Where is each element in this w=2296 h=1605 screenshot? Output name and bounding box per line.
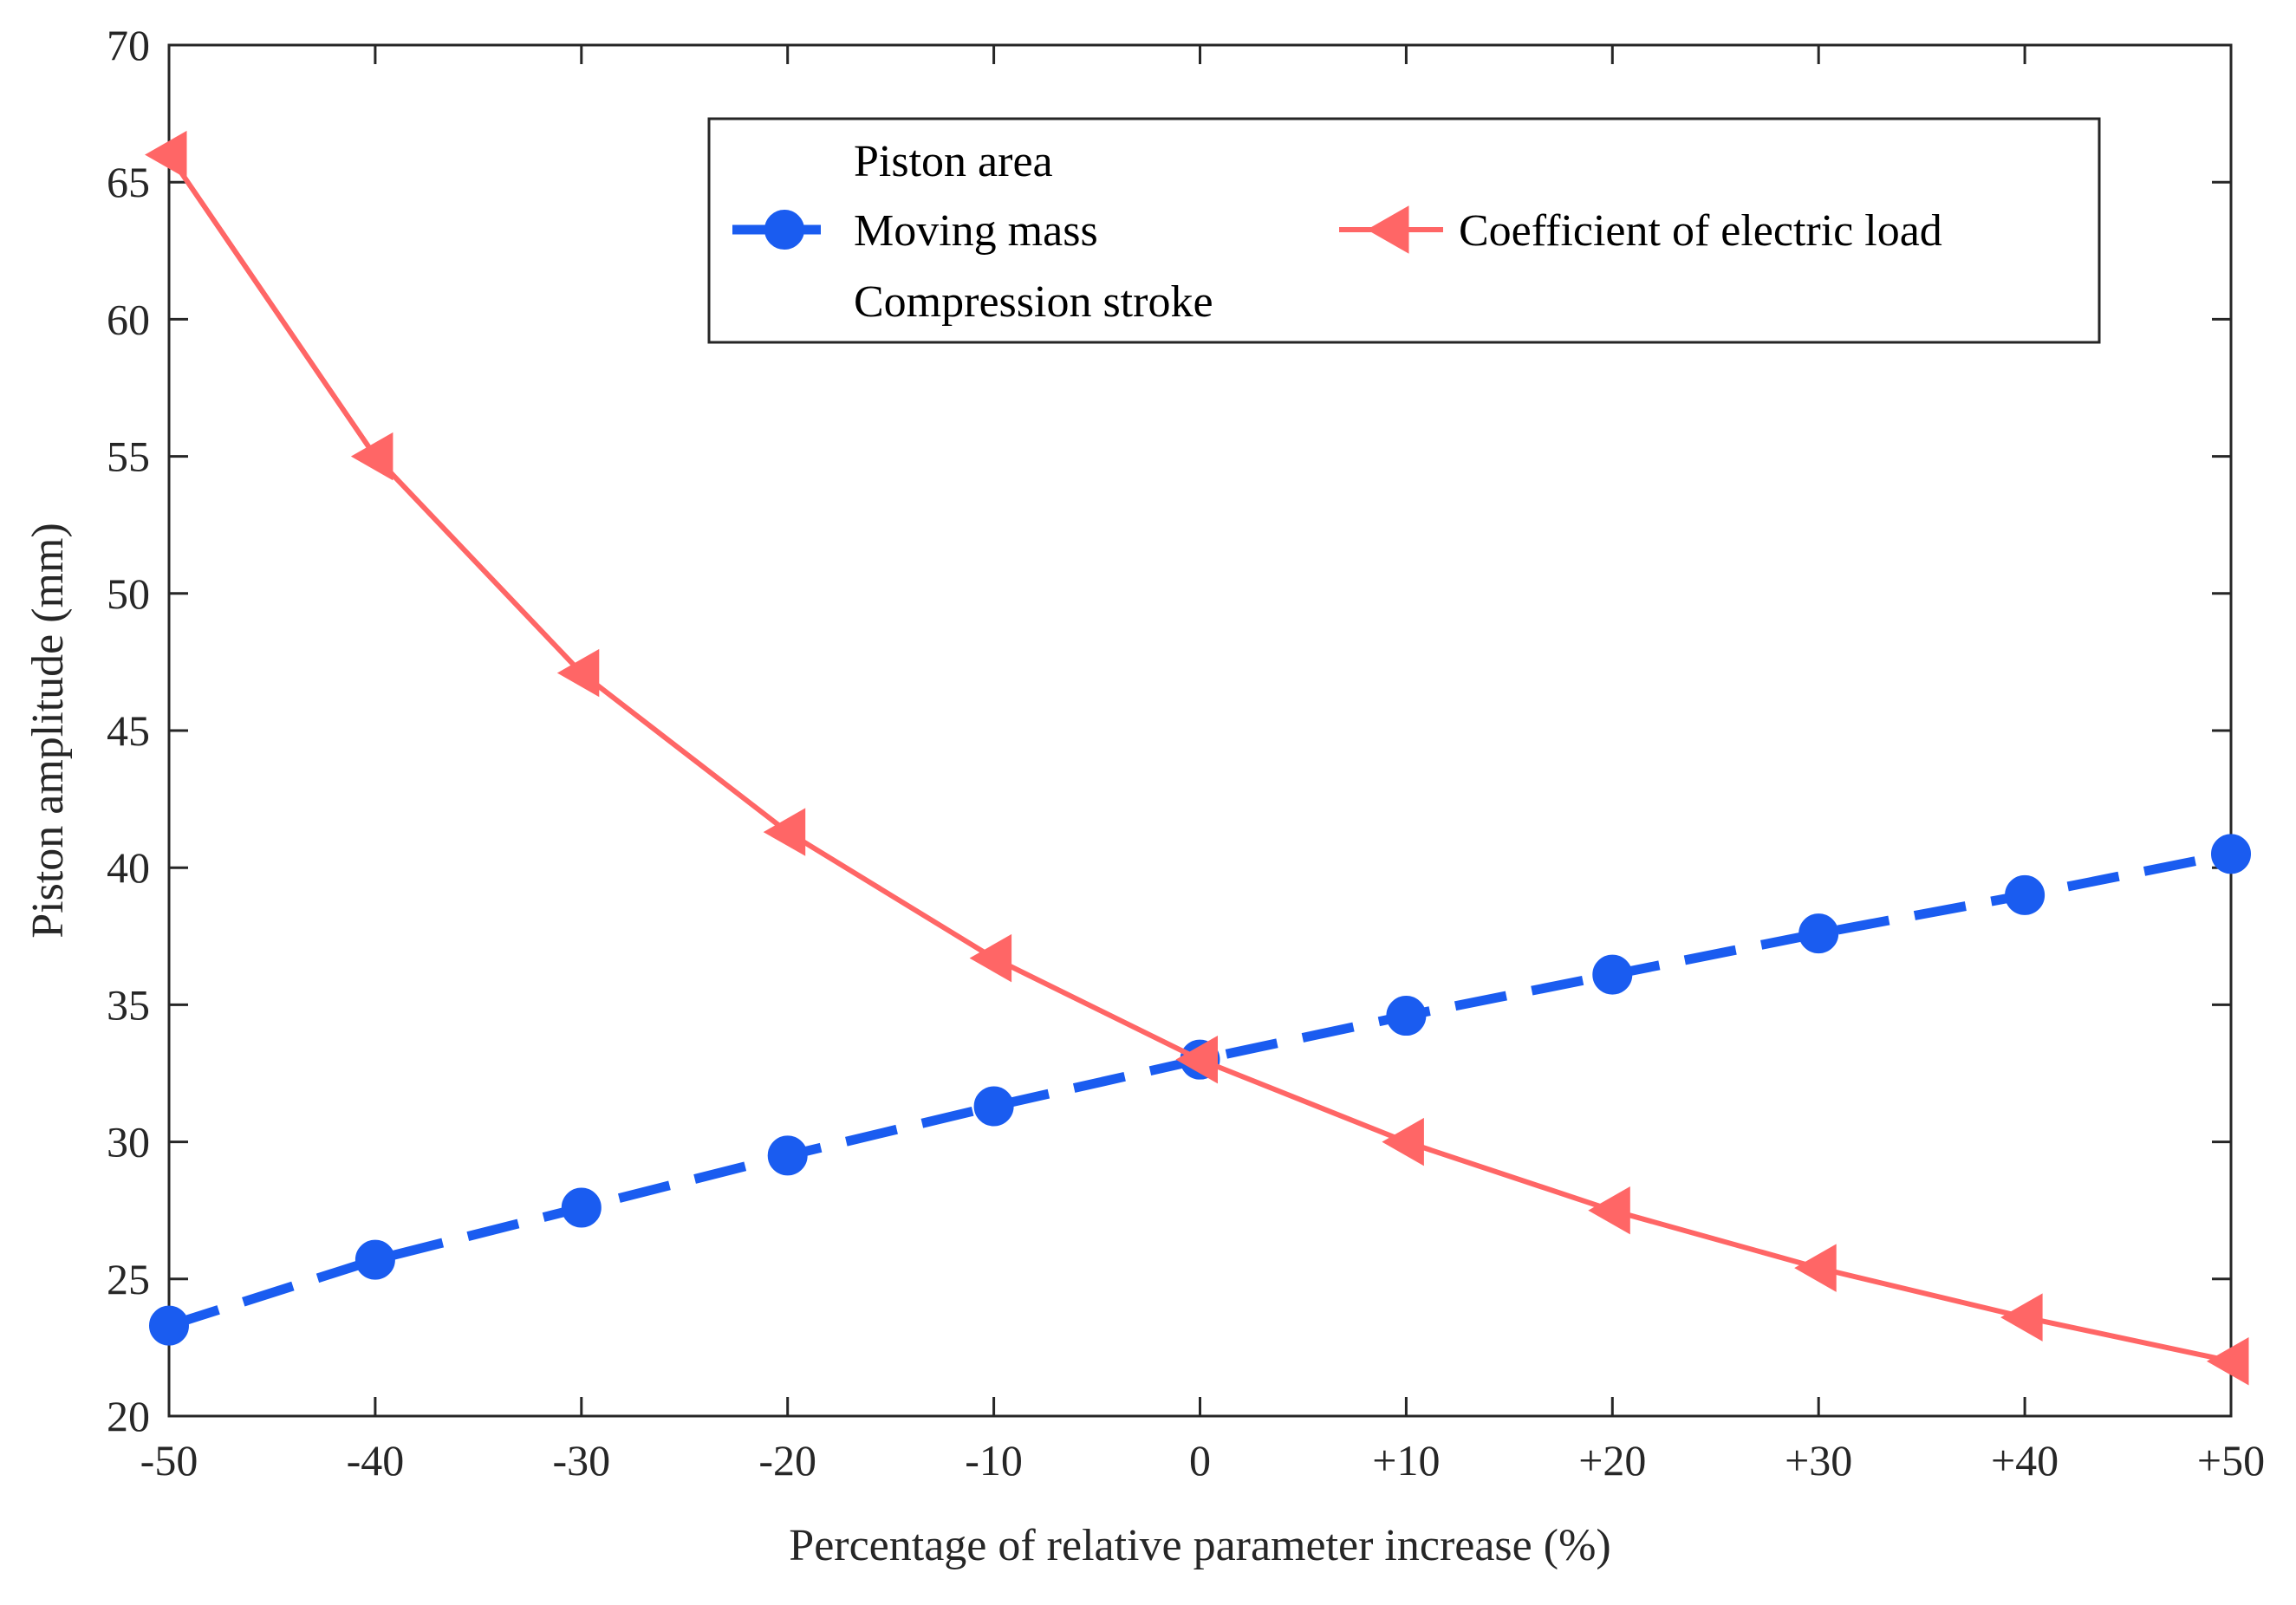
y-axis: 20 25 30 35 40 45 50 55 60 65 70 <box>107 21 2231 1440</box>
data-point-moving-mass <box>149 1305 189 1346</box>
x-tick-label: +40 <box>1991 1436 2059 1485</box>
series-layer <box>144 130 2251 1386</box>
legend-swatch-marker <box>764 210 804 250</box>
y-tick-label: 55 <box>107 432 150 481</box>
data-point-coefficient-of-electric-load <box>144 130 187 179</box>
x-tick-label: +20 <box>1578 1436 1646 1485</box>
y-axis-label: Piston amplitude (mm) <box>23 523 73 939</box>
data-point-moving-mass <box>2211 834 2251 874</box>
y-tick-label: 45 <box>107 706 150 755</box>
x-tick-label: +30 <box>1785 1436 1852 1485</box>
x-axis-label: Percentage of relative parameter increas… <box>789 1521 1610 1570</box>
data-point-coefficient-of-electric-load <box>2000 1293 2043 1342</box>
legend-entry-moving-mass: Moving mass <box>732 206 1098 256</box>
y-tick-label: 20 <box>107 1392 150 1440</box>
legend-swatch-marker <box>1366 205 1409 254</box>
y-tick-label: 40 <box>107 843 150 892</box>
data-point-moving-mass <box>1798 913 1839 954</box>
data-point-coefficient-of-electric-load <box>350 432 394 481</box>
data-point-moving-mass <box>2005 874 2046 915</box>
x-tick-label: -30 <box>552 1436 610 1485</box>
legend-entry-compression-stroke: Compression stroke <box>854 277 1213 327</box>
data-point-coefficient-of-electric-load <box>1588 1186 1630 1235</box>
data-point-moving-mass <box>561 1187 602 1228</box>
x-tick-label: 0 <box>1189 1436 1211 1485</box>
data-point-coefficient-of-electric-load <box>1382 1117 1424 1166</box>
legend: Piston area Moving mass Compression stroke… <box>707 117 2101 344</box>
data-point-moving-mass <box>1592 954 1633 995</box>
y-tick-label: 35 <box>107 980 150 1029</box>
series-moving-mass <box>149 834 2251 1346</box>
data-point-moving-mass <box>354 1239 395 1280</box>
legend-entry-piston-area: Piston area <box>854 137 1053 186</box>
data-point-coefficient-of-electric-load <box>2206 1336 2249 1386</box>
data-point-coefficient-of-electric-load <box>556 648 600 698</box>
data-point-moving-mass <box>1386 996 1427 1036</box>
y-tick-label: 70 <box>107 21 150 69</box>
x-tick-label: +10 <box>1372 1436 1440 1485</box>
y-tick-label: 50 <box>107 569 150 618</box>
x-tick-label: -40 <box>347 1436 405 1485</box>
data-point-moving-mass <box>767 1135 808 1176</box>
legend-label: Compression stroke <box>854 277 1213 327</box>
x-tick-label: -10 <box>965 1436 1023 1485</box>
data-point-coefficient-of-electric-load <box>1175 1035 1218 1084</box>
y-tick-label: 30 <box>107 1118 150 1166</box>
data-point-coefficient-of-electric-load <box>763 808 806 856</box>
y-tick-label: 60 <box>107 295 150 343</box>
x-tick-label: -20 <box>758 1436 816 1485</box>
legend-entry-coefficient-of-electric-load: Coefficient of electric load <box>1339 205 1942 256</box>
legend-label: Piston area <box>854 137 1053 186</box>
y-tick-label: 65 <box>107 158 150 206</box>
legend-label: Moving mass <box>854 206 1098 256</box>
data-point-coefficient-of-electric-load <box>1794 1244 1837 1292</box>
legend-label: Coefficient of electric load <box>1459 206 1942 256</box>
data-point-coefficient-of-electric-load <box>969 933 1012 983</box>
x-axis: -50 -40 -30 -20 -10 0 +10 +20 +30 +40 +50 <box>140 45 2265 1485</box>
series-coefficient-of-electric-load <box>144 130 2249 1386</box>
data-point-moving-mass <box>973 1086 1014 1127</box>
y-tick-label: 25 <box>107 1255 150 1303</box>
x-tick-label: -50 <box>140 1436 198 1485</box>
x-tick-label: +50 <box>2197 1436 2265 1485</box>
